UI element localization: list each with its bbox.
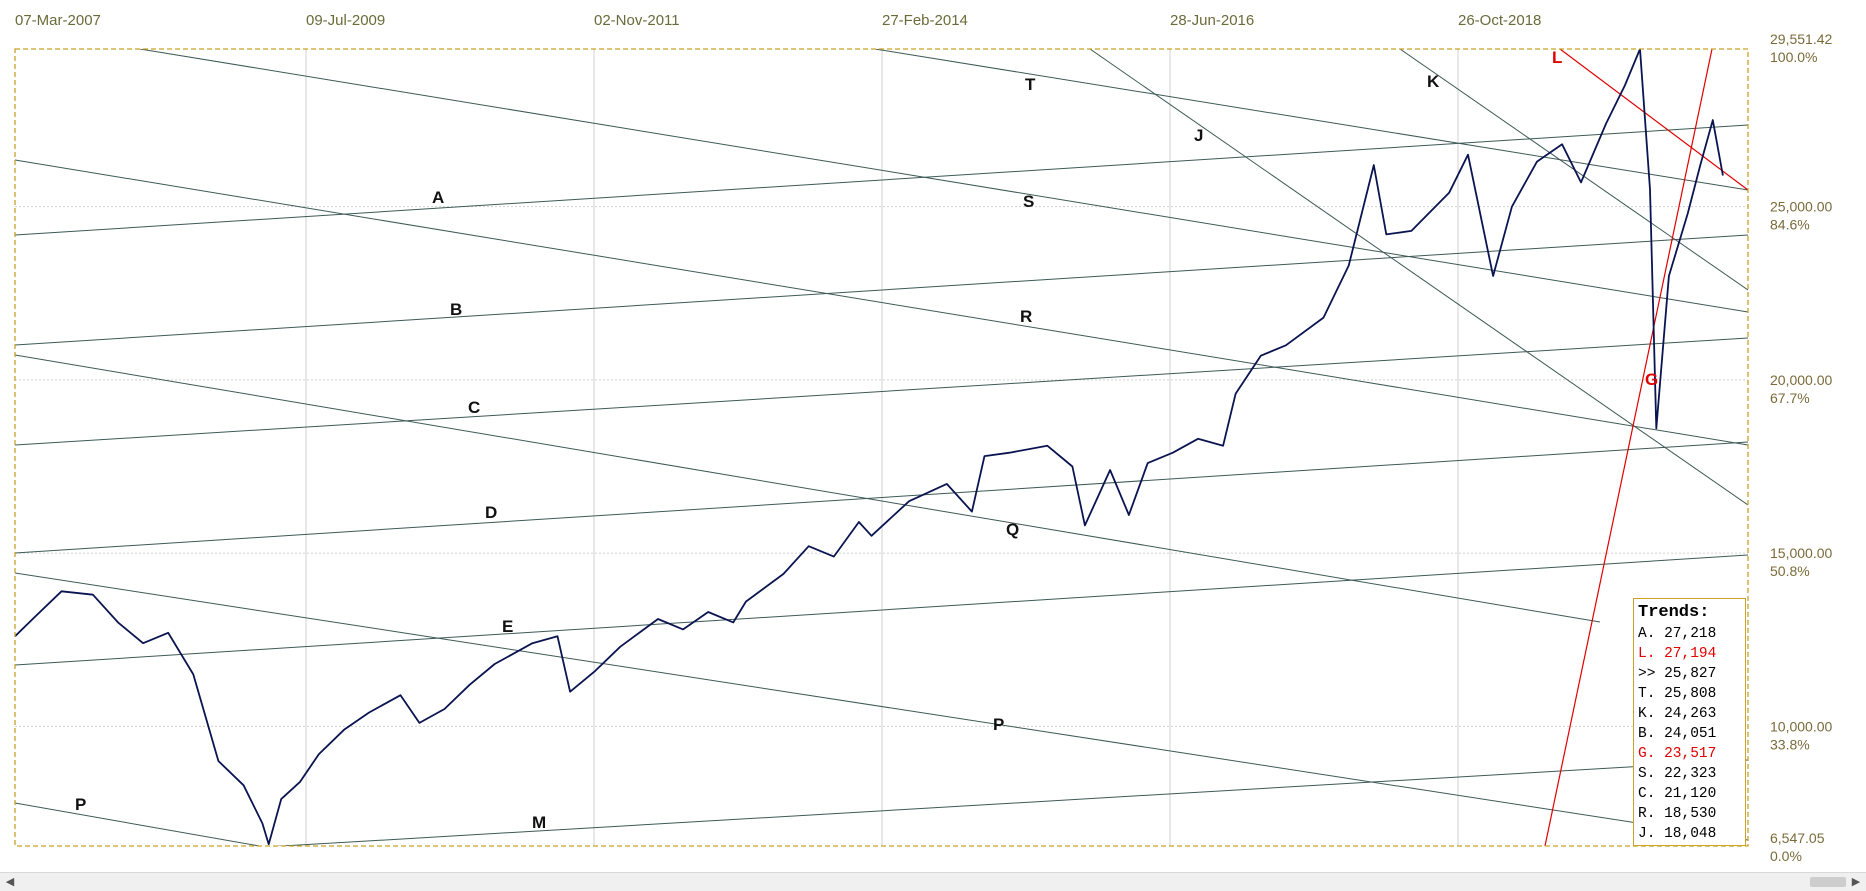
trendline — [15, 354, 1601, 623]
chevron-right-icon[interactable]: ▶ — [1851, 875, 1861, 888]
trendline-label: E — [502, 617, 513, 636]
trendline-label: T — [1025, 75, 1036, 94]
y-tick-value: 29,551.42 — [1770, 31, 1832, 47]
trendline-label: A — [432, 188, 444, 207]
legend-label: A. — [1638, 626, 1665, 642]
legend-row: L. 27,194 — [1638, 644, 1741, 664]
y-tick-percent: 0.0% — [1770, 848, 1802, 864]
trendline-label: G — [1645, 370, 1658, 389]
legend-label: S. — [1638, 766, 1665, 782]
legend-row: C. 21,120 — [1638, 784, 1741, 804]
legend-value: 25,827 — [1664, 666, 1717, 682]
legend-row: A. 27,218 — [1638, 624, 1741, 644]
x-tick-label: 02-Nov-2011 — [594, 12, 680, 29]
trendline — [273, 759, 1748, 846]
x-tick-label: 07-Mar-2007 — [15, 12, 101, 29]
legend-row: >> 25,827 — [1638, 664, 1741, 684]
legend-value: 27,218 — [1664, 626, 1717, 642]
legend-label: L. — [1638, 646, 1665, 662]
legend-label: R. — [1638, 806, 1665, 822]
trendline-red — [1559, 49, 1748, 191]
trendline-label: D — [485, 503, 497, 522]
legend-label: B. — [1638, 726, 1665, 742]
price-line — [15, 49, 1724, 846]
legend-row: K. 24,263 — [1638, 704, 1741, 724]
trendline-label: M — [532, 813, 546, 832]
trendline — [15, 802, 263, 846]
trendline-label: S — [1023, 192, 1034, 211]
trendline-labels: A B C D E M P P Q R S T J K L G — [75, 48, 1658, 832]
y-tick-percent: 67.7% — [1770, 390, 1810, 406]
trendline-label: P — [75, 795, 86, 814]
plot-frame — [14, 48, 1749, 847]
legend-value: 22,323 — [1664, 766, 1717, 782]
legend-row: J. 18,048 — [1638, 824, 1741, 844]
y-tick-percent: 84.6% — [1770, 217, 1810, 233]
trends-legend: Trends: A. 27,218 L. 27,194 >> 25,827 T. 25… — [1633, 598, 1746, 846]
trendline — [15, 337, 1748, 446]
legend-value: 27,194 — [1664, 646, 1717, 662]
chart-area[interactable]: 07-Mar-2007 09-Jul-2009 02-Nov-2011 27-Feb-… — [0, 0, 1866, 872]
trendline — [874, 49, 1748, 191]
legend-row: B. 24,051 — [1638, 724, 1741, 744]
legend-label: K. — [1638, 706, 1665, 722]
legend-row: G. 23,517 — [1638, 744, 1741, 764]
y-axis: 29,551.42 100.0% 25,000.00 84.6% 20,000.00 67… — [1770, 31, 1832, 864]
legend-row: S. 22,323 — [1638, 764, 1741, 784]
y-tick-percent: 50.8% — [1770, 563, 1810, 579]
trendline-red — [1544, 49, 1713, 846]
x-tick-label: 09-Jul-2009 — [306, 12, 385, 29]
trendline-label: K — [1427, 72, 1440, 91]
price-series — [15, 49, 1724, 846]
legend-value: 24,263 — [1664, 706, 1717, 722]
horizontal-scrollbar[interactable]: ◀ ▶ — [0, 872, 1866, 891]
y-tick-value: 20,000.00 — [1770, 372, 1832, 388]
trendline-label: B — [450, 300, 462, 319]
legend-value: 24,051 — [1664, 726, 1717, 742]
trendline-label: R — [1020, 307, 1032, 326]
legend-label: G. — [1638, 746, 1665, 762]
legend-value: 18,048 — [1664, 826, 1717, 842]
trendline — [139, 49, 1748, 313]
y-tick-value: 15,000.00 — [1770, 545, 1832, 561]
legend-label: T. — [1638, 686, 1665, 702]
legend-row: R. 18,530 — [1638, 804, 1741, 824]
legend-value: 21,120 — [1664, 786, 1717, 802]
scroll-thumb[interactable] — [1810, 877, 1846, 887]
legend-title: Trends: — [1638, 603, 1710, 622]
legend-label: C. — [1638, 786, 1665, 802]
trendline — [1089, 49, 1748, 506]
y-tick-value: 6,547.05 — [1770, 830, 1825, 846]
trendline-label: Q — [1006, 520, 1019, 539]
trendline — [15, 554, 1748, 666]
trendline — [15, 572, 1748, 841]
legend-value: 25,808 — [1664, 686, 1717, 702]
y-tick-value: 10,000.00 — [1770, 718, 1832, 734]
trendline-label: L — [1552, 48, 1562, 67]
trendline-label: C — [468, 398, 480, 417]
y-tick-percent: 100.0% — [1770, 49, 1817, 65]
x-tick-label: 27-Feb-2014 — [882, 12, 968, 29]
legend-value: 23,517 — [1664, 746, 1717, 762]
trendline — [15, 234, 1748, 346]
trendline-label: P — [993, 715, 1004, 734]
legend-row: T. 25,808 — [1638, 684, 1741, 704]
x-axis: 07-Mar-2007 09-Jul-2009 02-Nov-2011 27-Feb-… — [15, 12, 1541, 29]
chart-canvas: 07-Mar-2007 09-Jul-2009 02-Nov-2011 27-Feb-… — [14, 12, 1832, 864]
legend-label: >> — [1638, 666, 1665, 682]
y-tick-value: 25,000.00 — [1770, 199, 1832, 215]
x-tick-label: 26-Oct-2018 — [1458, 12, 1541, 29]
y-tick-percent: 33.8% — [1770, 736, 1810, 752]
x-tick-label: 28-Jun-2016 — [1170, 12, 1254, 29]
trendline-label: J — [1194, 126, 1203, 145]
trendlines — [15, 49, 1748, 846]
legend-value: 18,530 — [1664, 806, 1717, 822]
chevron-left-icon[interactable]: ◀ — [5, 875, 15, 888]
trendline — [15, 441, 1748, 554]
trendline — [15, 159, 1748, 446]
grid — [15, 49, 1748, 846]
legend-label: J. — [1638, 826, 1665, 842]
